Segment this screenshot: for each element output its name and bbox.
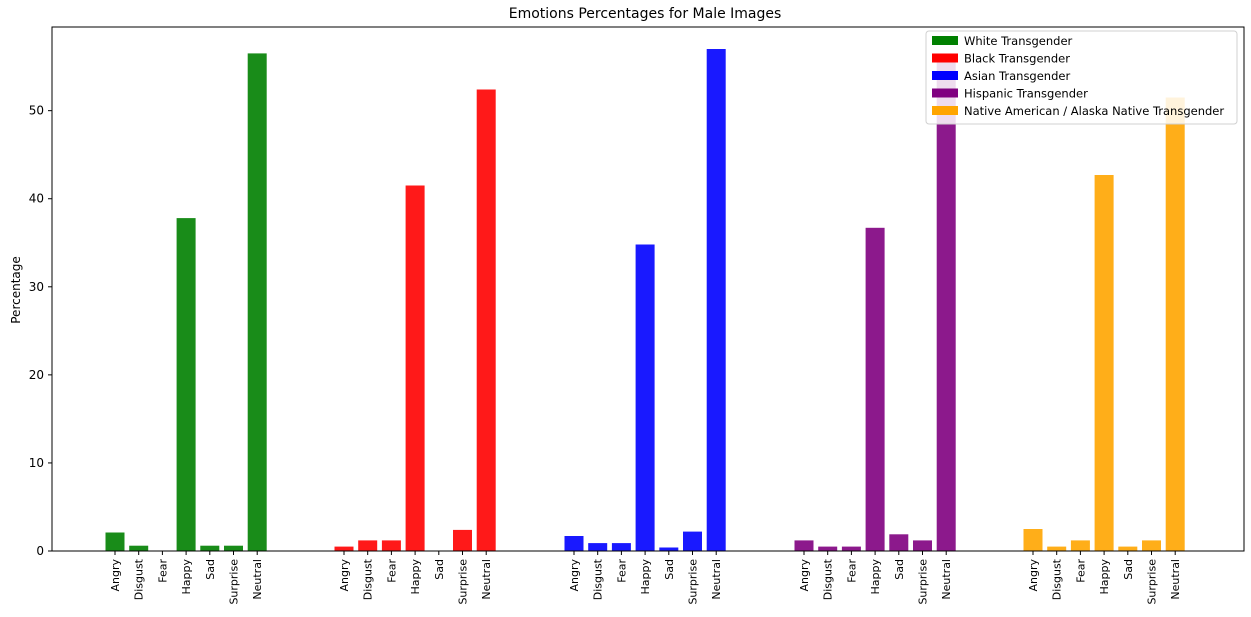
x-tick-label: Sad: [204, 559, 217, 580]
legend-swatch: [932, 106, 958, 115]
bar-asian-transgender-disgust: [588, 543, 608, 551]
y-axis-label: Percentage: [9, 256, 23, 324]
bar-native-american-alaska-native-transgender-angry: [1023, 529, 1043, 551]
x-tick-label: Disgust: [1051, 558, 1064, 600]
x-tick-label: Neutral: [710, 559, 723, 600]
x-tick-label: Surprise: [1146, 559, 1159, 605]
legend-box: [925, 30, 1238, 125]
bar-hispanic-transgender-fear: [841, 546, 861, 551]
x-tick-label: Disgust: [133, 558, 146, 600]
x-tick-label: Angry: [798, 559, 811, 592]
bar-native-american-alaska-native-transgender-fear: [1070, 540, 1090, 551]
bar-black-transgender-angry: [334, 546, 354, 551]
y-tick-label: 50: [29, 104, 44, 118]
x-tick-label: Happy: [639, 559, 652, 595]
x-tick-label: Happy: [1098, 559, 1111, 595]
bar-black-transgender-surprise: [453, 529, 472, 551]
bar-asian-transgender-surprise: [683, 531, 702, 551]
x-tick-label: Neutral: [940, 559, 953, 600]
x-tick-label: Angry: [1027, 559, 1040, 592]
x-tick-label: Surprise: [917, 559, 930, 605]
bar-black-transgender-disgust: [358, 540, 378, 551]
legend-swatch: [932, 71, 958, 80]
bar-native-american-alaska-native-transgender-neutral: [1165, 97, 1185, 551]
x-tick-label: Sad: [1122, 559, 1135, 580]
x-tick-label: Neutral: [251, 559, 264, 600]
bar-hispanic-transgender-surprise: [913, 540, 932, 551]
bar-hispanic-transgender-sad: [889, 534, 909, 551]
x-tick-label: Surprise: [228, 559, 241, 605]
x-tick-label: Happy: [869, 559, 882, 595]
bar-white-transgender-disgust: [129, 545, 149, 551]
legend-swatch: [932, 53, 958, 63]
x-tick-label: Angry: [568, 559, 581, 592]
x-tick-label: Neutral: [1169, 559, 1182, 600]
bar-hispanic-transgender-neutral: [936, 57, 956, 552]
legend-label: Native American / Alaska Native Transgen…: [964, 104, 1224, 118]
y-tick-label: 30: [29, 280, 44, 294]
bar-black-transgender-happy: [405, 185, 425, 551]
bar-native-american-alaska-native-transgender-surprise: [1142, 540, 1161, 551]
legend-label: Hispanic Transgender: [964, 87, 1088, 101]
bar-native-american-alaska-native-transgender-happy: [1094, 175, 1114, 551]
legend-swatch: [932, 36, 958, 45]
x-tick-label: Angry: [338, 559, 351, 592]
bar-asian-transgender-angry: [564, 536, 584, 551]
x-tick-label: Surprise: [457, 559, 470, 605]
bar-hispanic-transgender-angry: [794, 540, 814, 551]
bar-asian-transgender-happy: [635, 244, 655, 551]
x-tick-label: Disgust: [362, 558, 375, 600]
bar-asian-transgender-sad: [659, 547, 679, 551]
plot-frame: [51, 26, 1245, 552]
x-tick-label: Fear: [156, 559, 169, 583]
y-tick-label: 0: [36, 544, 44, 558]
y-tick-label: 40: [29, 192, 44, 206]
legend-label: Asian Transgender: [964, 69, 1070, 83]
x-tick-label: Disgust: [592, 558, 605, 600]
x-tick-label: Angry: [109, 559, 122, 592]
bar-white-transgender-surprise: [224, 545, 243, 551]
x-tick-label: Fear: [385, 559, 398, 583]
x-tick-label: Sad: [433, 559, 446, 580]
bar-asian-transgender-fear: [611, 543, 631, 551]
legend: White Transgender Black Transgender Asian …: [925, 30, 1238, 125]
bar-asian-transgender-neutral: [706, 49, 726, 551]
x-tick-label: Sad: [663, 559, 676, 580]
bar-native-american-alaska-native-transgender-disgust: [1047, 546, 1067, 551]
x-tick-label: Happy: [180, 559, 193, 595]
legend-label: Black Transgender: [964, 52, 1070, 66]
x-tick-label: Sad: [893, 559, 906, 580]
legend-label: White Transgender: [964, 34, 1073, 48]
y-tick-label: 10: [29, 456, 44, 470]
x-tick-label: Fear: [615, 559, 628, 583]
bar-hispanic-transgender-disgust: [818, 546, 838, 551]
bar-white-transgender-sad: [200, 545, 220, 551]
bars-layer: [105, 49, 1185, 552]
x-tick-label: Neutral: [480, 559, 493, 600]
bar-hispanic-transgender-happy: [865, 227, 885, 552]
x-tick-label: Disgust: [822, 558, 835, 600]
x-tick-label: Fear: [1074, 559, 1087, 583]
x-tick-label: Happy: [409, 559, 422, 595]
chart-title: Emotions Percentages for Male Images: [509, 6, 782, 22]
x-tick-label: Surprise: [687, 559, 700, 605]
bar-white-transgender-neutral: [247, 53, 267, 552]
bar-native-american-alaska-native-transgender-sad: [1118, 546, 1138, 551]
bar-white-transgender-happy: [176, 218, 196, 551]
x-tick-label: Fear: [845, 559, 858, 583]
bar-black-transgender-neutral: [476, 89, 496, 551]
axes-layer: Angry Disgust Fear Happy Sad Surprise Neutral A…: [29, 26, 1245, 605]
y-tick-label: 20: [29, 368, 44, 382]
legend-swatch: [932, 88, 958, 98]
bar-white-transgender-angry: [105, 532, 125, 551]
bar-black-transgender-fear: [381, 540, 401, 551]
